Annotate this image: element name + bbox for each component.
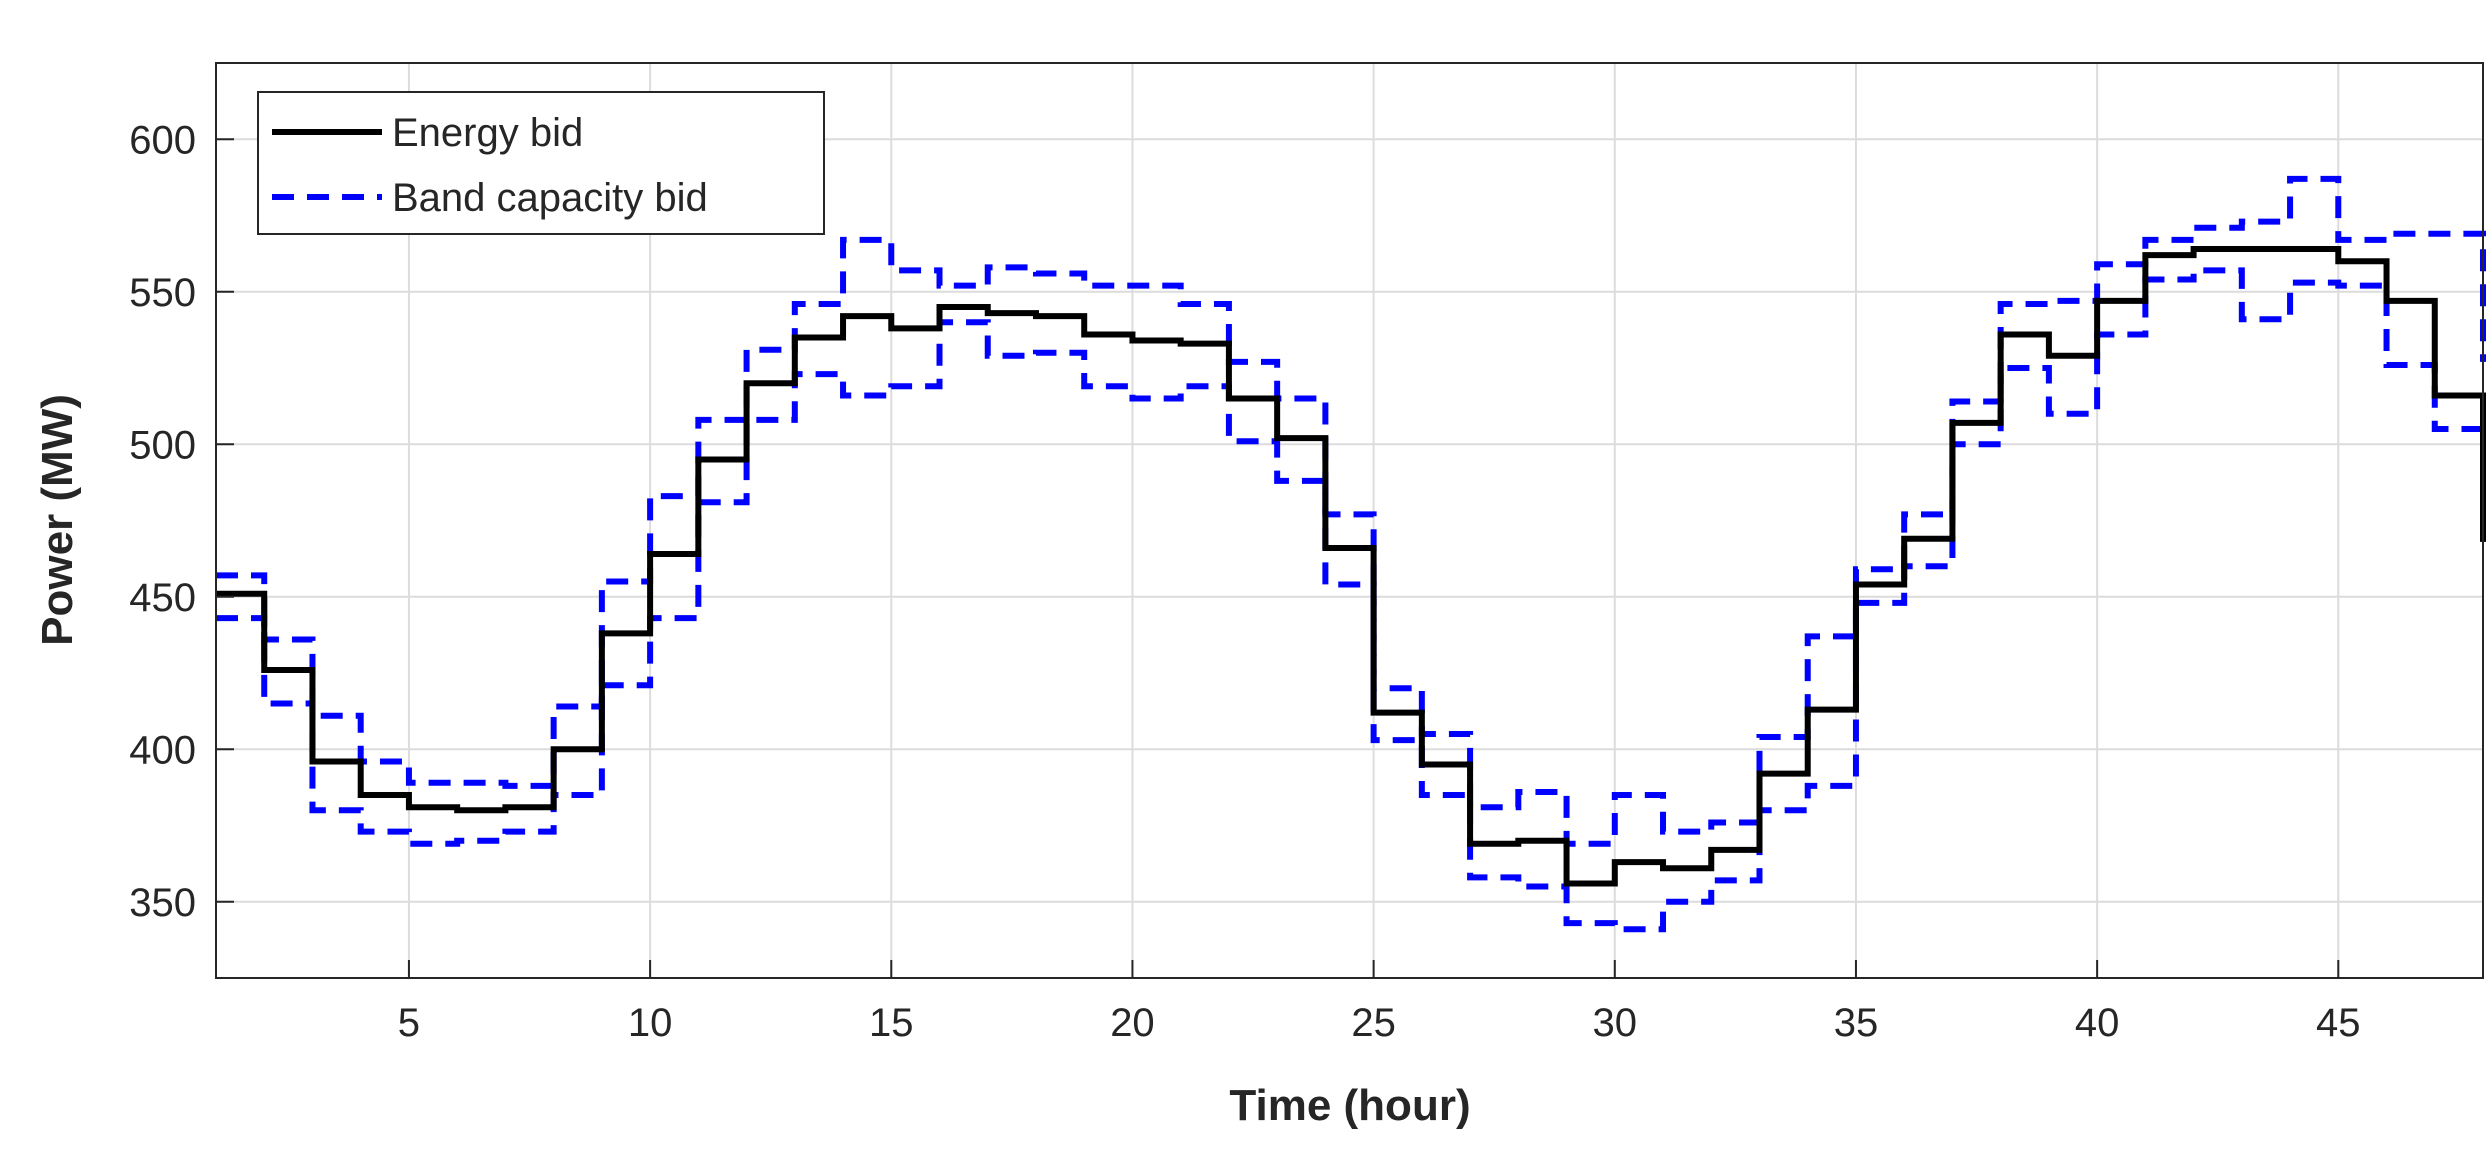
y-tick-label: 550 [129,271,196,315]
x-tick-label: 25 [1351,1001,1396,1045]
x-axis-title: Time (hour) [1229,1081,1470,1130]
series-group [216,175,2486,933]
x-tick-label: 40 [2075,1001,2120,1045]
legend: Energy bid Band capacity bid [257,91,825,235]
plot-frame [215,62,2484,979]
y-tick-label: 500 [129,423,196,467]
y-tick-label: 600 [129,118,196,162]
y-axis: 350 400 450 500 550 600 [129,118,234,925]
x-tick-label: 5 [398,1001,420,1045]
y-tick-label: 400 [129,728,196,772]
legend-box [257,91,825,235]
x-axis: 5 10 15 20 25 30 35 40 45 [398,960,2361,1045]
x-tick-label: 35 [1834,1001,1879,1045]
x-tick-label: 10 [628,1001,673,1045]
series-energy-bid [216,246,2486,887]
legend-label-energy-bid: Energy bid [392,111,583,155]
legend-label-band-capacity-bid: Band capacity bid [392,176,708,220]
x-tick-label: 45 [2316,1001,2361,1045]
y-tick-label: 450 [129,576,196,620]
y-tick-label: 350 [129,881,196,925]
y-axis-title: Power (MW) [33,394,82,646]
x-tick-label: 20 [1110,1001,1155,1045]
x-tick-label: 15 [869,1001,914,1045]
x-tick-label: 30 [1593,1001,1638,1045]
